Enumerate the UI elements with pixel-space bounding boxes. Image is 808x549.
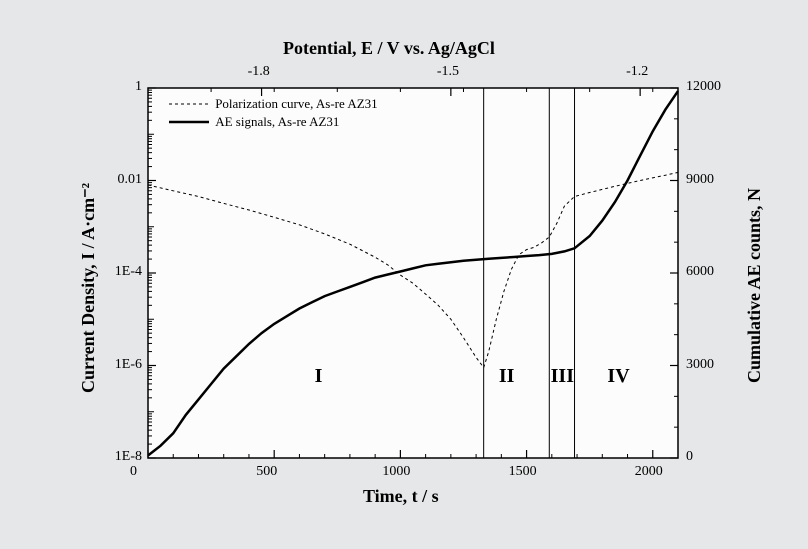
y-left-tick: 0.01 [118,172,143,188]
y-right-tick: 9000 [686,172,714,188]
y-right-tick: 12000 [686,79,721,95]
chart-container: { "chart": { "type": "line-dual-axis", "… [0,0,808,549]
region-label: I [315,365,323,388]
region-label: III [551,365,574,388]
y-right-tick: 0 [686,449,693,465]
x-top-tick: -1.2 [626,64,648,80]
x-bottom-tick: 1000 [382,464,410,480]
x-bottom-tick: 1500 [509,464,537,480]
y-left-tick: 1E-6 [115,357,142,373]
y-right-tick: 6000 [686,264,714,280]
region-label: II [499,365,515,388]
region-label: IV [607,365,629,388]
y-left-tick: 1 [135,79,142,95]
series-ae_signals [148,91,678,455]
y-left-tick: 1E-8 [115,449,142,465]
x-top-tick: -1.8 [248,64,270,80]
y-right-tick: 3000 [686,357,714,373]
x-bottom-tick: 0 [130,464,137,480]
y-left-tick: 1E-4 [115,264,142,280]
x-bottom-tick: 500 [256,464,277,480]
x-bottom-tick: 2000 [635,464,663,480]
series-polarization [148,172,678,367]
x-top-tick: -1.5 [437,64,459,80]
